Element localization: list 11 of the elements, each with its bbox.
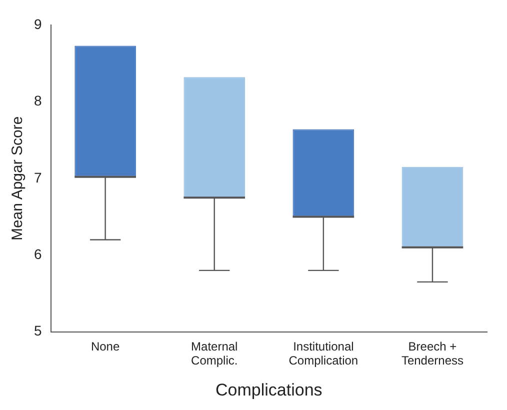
y-axis-title: Mean Apgar Score — [9, 116, 26, 241]
x-tick-label: Institutional Complication — [288, 339, 358, 368]
y-tick-label: 8 — [34, 92, 42, 109]
x-tick-label: Maternal Complic. — [191, 339, 238, 368]
y-tick-label: 6 — [34, 246, 42, 262]
y-tick-label: 7 — [34, 169, 42, 186]
y-tick-label: 9 — [34, 16, 42, 32]
x-tick-label: Breech + Tenderness — [401, 339, 464, 368]
y-tick-label: 5 — [34, 322, 42, 339]
x-tick-label: None — [90, 339, 120, 354]
x-axis-title: Complications — [216, 380, 322, 400]
